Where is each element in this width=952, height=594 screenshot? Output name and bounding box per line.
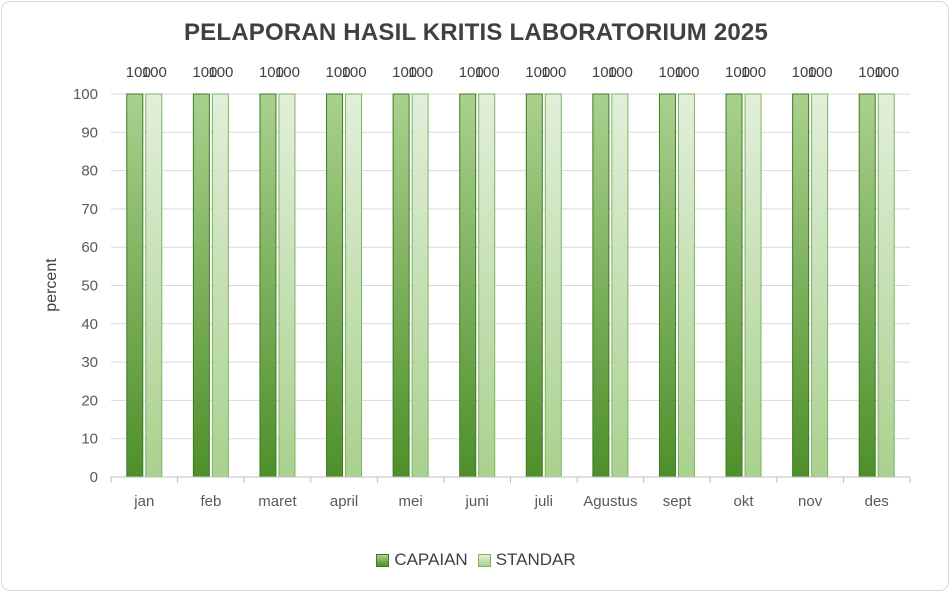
data-label-capaian: 100 xyxy=(326,64,351,81)
data-label-capaian: 100 xyxy=(392,64,417,81)
legend: CAPAIAN STANDAR xyxy=(0,550,952,570)
bar-standar-maret xyxy=(278,93,296,478)
y-tick-label: 100 xyxy=(73,86,98,103)
legend-swatch-standar xyxy=(477,553,491,567)
bar-standar-agustus xyxy=(611,93,629,478)
x-tick-label: okt xyxy=(734,493,755,510)
bars xyxy=(126,93,895,478)
y-tick-label: 80 xyxy=(81,163,98,180)
legend-item-standar: STANDAR xyxy=(477,550,576,570)
data-label-capaian: 100 xyxy=(459,64,484,81)
data-label-standar: 100 xyxy=(874,64,899,81)
x-tick-label: des xyxy=(865,493,889,510)
bar-standar-okt xyxy=(744,93,762,478)
x-axis-ticks: jan feb maret april mei juni juli Agustus sept ok… xyxy=(133,493,889,510)
bar-capaian-feb xyxy=(192,93,210,478)
data-label-capaian: 100 xyxy=(725,64,750,81)
y-tick-label: 50 xyxy=(81,278,98,295)
chart-title: PELAPORAN HASIL KRITIS LABORATORIUM 2025 xyxy=(183,19,769,46)
x-tick-label: mei xyxy=(399,493,423,510)
y-tick-label: 60 xyxy=(81,239,98,256)
bar-capaian-juli xyxy=(525,93,543,478)
y-tick-label: 20 xyxy=(81,392,98,409)
bar-capaian-maret xyxy=(259,93,277,478)
bar-capaian-okt xyxy=(725,93,743,478)
x-tick-label: sept xyxy=(663,493,692,510)
bar-standar-mei xyxy=(411,93,429,478)
data-label-capaian: 100 xyxy=(592,64,617,81)
bar-capaian-mei xyxy=(392,93,410,478)
y-tick-label: 40 xyxy=(81,316,98,333)
gridlines xyxy=(111,93,910,440)
data-label-standar: 100 xyxy=(342,64,367,81)
bar-capaian-juni xyxy=(459,93,477,478)
bar-standar-des xyxy=(877,93,895,478)
data-label-standar: 100 xyxy=(142,64,167,81)
bar-capaian-april xyxy=(326,93,344,478)
bar-standar-jan xyxy=(145,93,163,478)
data-label-capaian: 100 xyxy=(126,64,151,81)
x-tick-label: juni xyxy=(465,493,489,510)
bar-standar-nov xyxy=(811,93,829,478)
legend-swatch-capaian xyxy=(376,553,390,567)
x-tick-label: nov xyxy=(798,493,823,510)
data-label-capaian: 100 xyxy=(259,64,284,81)
data-label-standar: 100 xyxy=(674,64,699,81)
data-label-capaian: 100 xyxy=(858,64,883,81)
y-tick-label: 70 xyxy=(81,201,98,218)
data-label-standar: 100 xyxy=(408,64,433,81)
data-label-standar: 100 xyxy=(808,64,833,81)
data-label-capaian: 100 xyxy=(525,64,550,81)
data-label-capaian: 100 xyxy=(192,64,217,81)
x-tick-label: feb xyxy=(200,493,221,510)
bar-capaian-agustus xyxy=(592,93,610,478)
x-tick-label: juli xyxy=(534,493,553,510)
bar-standar-juni xyxy=(478,93,496,478)
legend-label-standar: STANDAR xyxy=(495,550,576,569)
x-tick-label: Agustus xyxy=(583,493,637,510)
data-label-standar: 100 xyxy=(475,64,500,81)
x-tick-label: jan xyxy=(133,493,154,510)
x-axis xyxy=(110,476,911,483)
bar-standar-juli xyxy=(544,93,562,478)
bar-standar-april xyxy=(345,93,363,478)
data-label-standar: 100 xyxy=(608,64,633,81)
bar-standar-feb xyxy=(211,93,229,478)
x-tick-label: april xyxy=(330,493,358,510)
bar-capaian-des xyxy=(858,93,876,478)
data-label-capaian: 100 xyxy=(658,64,683,81)
bar-capaian-sept xyxy=(658,93,676,478)
y-tick-label: 90 xyxy=(81,124,98,141)
y-tick-label: 10 xyxy=(81,431,98,448)
data-label-standar: 100 xyxy=(208,64,233,81)
x-tick-label: maret xyxy=(258,493,297,510)
legend-item-capaian: CAPAIAN xyxy=(376,550,468,570)
bar-capaian-jan xyxy=(126,93,144,478)
y-tick-label: 30 xyxy=(81,354,98,371)
data-label-standar: 100 xyxy=(741,64,766,81)
y-axis-ticks: 0 10 20 30 40 50 60 70 80 90 100 xyxy=(73,86,98,486)
data-label-standar: 100 xyxy=(275,64,300,81)
data-label-standar: 100 xyxy=(541,64,566,81)
y-tick-label: 0 xyxy=(90,469,98,486)
bar-capaian-nov xyxy=(792,93,810,478)
legend-label-capaian: CAPAIAN xyxy=(394,550,468,569)
data-label-capaian: 100 xyxy=(792,64,817,81)
bar-standar-sept xyxy=(677,93,695,478)
